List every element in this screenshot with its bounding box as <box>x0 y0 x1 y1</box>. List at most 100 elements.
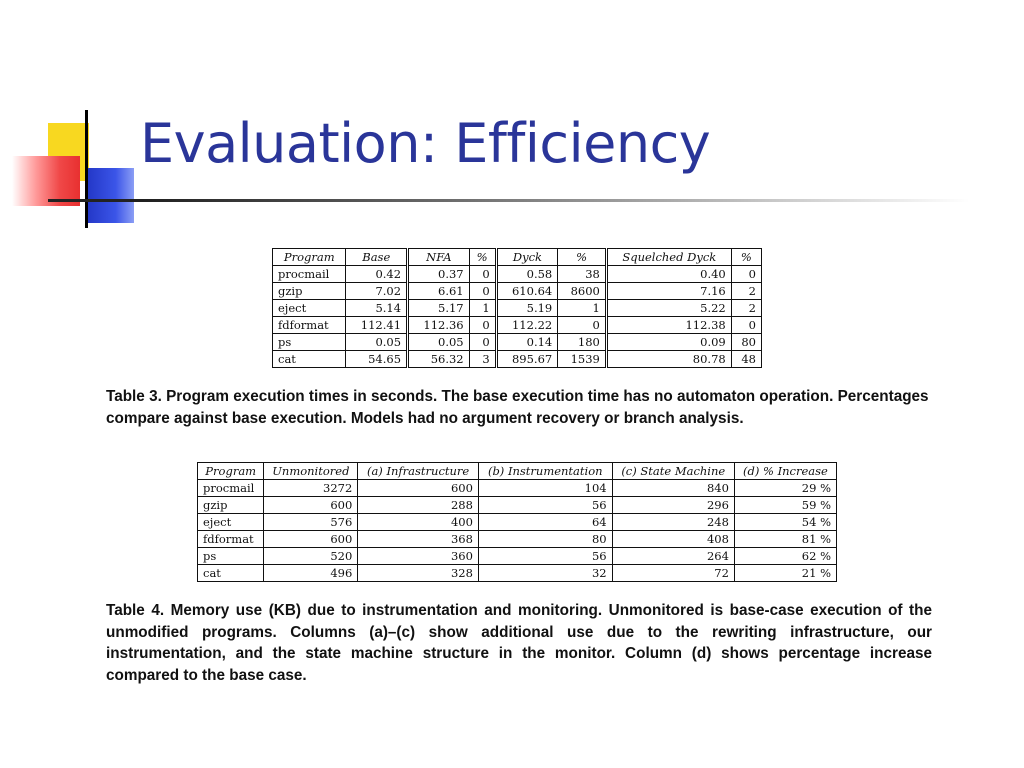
table-header-row: Program Base NFA % Dyck % Squelched Dyck… <box>271 248 763 266</box>
table-cell: procmail <box>271 265 347 283</box>
table-cell: 3 <box>468 350 497 368</box>
column-header: Program <box>271 248 347 266</box>
table-row: procmail 0.42 0.37 0 0.58 38 0.40 0 <box>271 265 763 283</box>
column-header: % <box>730 248 763 266</box>
table-cell: 0.05 <box>406 333 470 351</box>
execution-times-table: Program Base NFA % Dyck % Squelched Dyck… <box>271 248 763 368</box>
table-cell: 0 <box>730 316 763 334</box>
column-header: (b) Instrumentation <box>477 462 613 480</box>
table-cell: fdformat <box>196 530 265 548</box>
table-cell: 248 <box>611 513 735 531</box>
decor-horizontal-line <box>48 199 138 202</box>
title-underline <box>130 199 970 202</box>
decor-red-square <box>12 156 80 206</box>
table-cell: 112.41 <box>345 316 409 334</box>
table-cell: 408 <box>611 530 735 548</box>
table-cell: 81 % <box>733 530 838 548</box>
slide-title: Evaluation: Efficiency <box>140 112 711 175</box>
table-cell: 0.05 <box>345 333 409 351</box>
table-cell: 59 % <box>733 496 838 514</box>
table-header-row: Program Unmonitored (a) Infrastructure (… <box>196 462 838 480</box>
table3-caption: Table 3. Program execution times in seco… <box>106 388 929 427</box>
table-cell: 80 <box>477 530 613 548</box>
table-cell: 32 <box>477 564 613 582</box>
table-cell: 56 <box>477 547 613 565</box>
column-header: Program <box>196 462 265 480</box>
table-cell: 0 <box>730 265 763 283</box>
table-cell: 895.67 <box>494 350 559 368</box>
table-cell: ps <box>196 547 265 565</box>
table-cell: 64 <box>477 513 613 531</box>
table-cell: 56 <box>477 496 613 514</box>
table-row: gzip 600 288 56 296 59 % <box>196 496 838 514</box>
table-row: eject 576 400 64 248 54 % <box>196 513 838 531</box>
table-cell: 496 <box>263 564 359 582</box>
table-cell: 5.19 <box>494 299 559 317</box>
table-row: eject 5.14 5.17 1 5.19 1 5.22 2 <box>271 299 763 317</box>
decor-blue-square <box>88 168 134 223</box>
table-cell: 1 <box>557 299 607 317</box>
table-row: fdformat 112.41 112.36 0 112.22 0 112.38… <box>271 316 763 334</box>
table-cell: 400 <box>357 513 479 531</box>
column-header: (c) State Machine <box>611 462 735 480</box>
table-cell: 38 <box>557 265 607 283</box>
table-cell: 54 % <box>733 513 838 531</box>
memory-use-table: Program Unmonitored (a) Infrastructure (… <box>196 462 838 582</box>
table-cell: 1 <box>468 299 497 317</box>
column-header: Dyck <box>494 248 559 266</box>
decor-vertical-line <box>85 110 88 228</box>
table-cell: 520 <box>263 547 359 565</box>
table-cell: 104 <box>477 479 613 497</box>
table-cell: 48 <box>730 350 763 368</box>
table-cell: 180 <box>557 333 607 351</box>
table-cell: 264 <box>611 547 735 565</box>
table-row: ps 0.05 0.05 0 0.14 180 0.09 80 <box>271 333 763 351</box>
table-cell: 840 <box>611 479 735 497</box>
table-row: procmail 3272 600 104 840 29 % <box>196 479 838 497</box>
table-row: cat 54.65 56.32 3 895.67 1539 80.78 48 <box>271 350 763 368</box>
table-cell: 29 % <box>733 479 838 497</box>
table-cell: 576 <box>263 513 359 531</box>
table-cell: 112.22 <box>494 316 559 334</box>
table-cell: 0 <box>557 316 607 334</box>
table-cell: 0.14 <box>494 333 559 351</box>
table-cell: 6.61 <box>406 282 470 300</box>
table-cell: 54.65 <box>345 350 409 368</box>
table-cell: 328 <box>357 564 479 582</box>
table-cell: 0 <box>468 282 497 300</box>
table-cell: 0 <box>468 316 497 334</box>
table-cell: 368 <box>357 530 479 548</box>
table-cell: 0.40 <box>604 265 732 283</box>
table-cell: 80 <box>730 333 763 351</box>
table-cell: 56.32 <box>406 350 470 368</box>
table-cell: 1539 <box>557 350 607 368</box>
table-cell: 21 % <box>733 564 838 582</box>
table-cell: 0 <box>468 333 497 351</box>
table-cell: 80.78 <box>604 350 732 368</box>
table-row: fdformat 600 368 80 408 81 % <box>196 530 838 548</box>
table-cell: 7.16 <box>604 282 732 300</box>
table-cell: 112.38 <box>604 316 732 334</box>
column-header: Base <box>345 248 409 266</box>
table-cell: 112.36 <box>406 316 470 334</box>
table-cell: 0.09 <box>604 333 732 351</box>
column-header: (a) Infrastructure <box>357 462 479 480</box>
table-cell: eject <box>271 299 347 317</box>
table-cell: 2 <box>730 282 763 300</box>
table-cell: 600 <box>263 496 359 514</box>
table-cell: 0.58 <box>494 265 559 283</box>
table-cell: 0.37 <box>406 265 470 283</box>
table-cell: ps <box>271 333 347 351</box>
column-header: % <box>557 248 607 266</box>
table4-caption: Table 4. Memory use (KB) due to instrume… <box>106 602 932 684</box>
table-cell: 610.64 <box>494 282 559 300</box>
column-header: Squelched Dyck <box>604 248 732 266</box>
column-header: % <box>468 248 497 266</box>
table-cell: 62 % <box>733 547 838 565</box>
table-cell: gzip <box>271 282 347 300</box>
table-cell: 7.02 <box>345 282 409 300</box>
table-cell: 0 <box>468 265 497 283</box>
table-cell: 0.42 <box>345 265 409 283</box>
table-cell: 296 <box>611 496 735 514</box>
table-cell: 72 <box>611 564 735 582</box>
